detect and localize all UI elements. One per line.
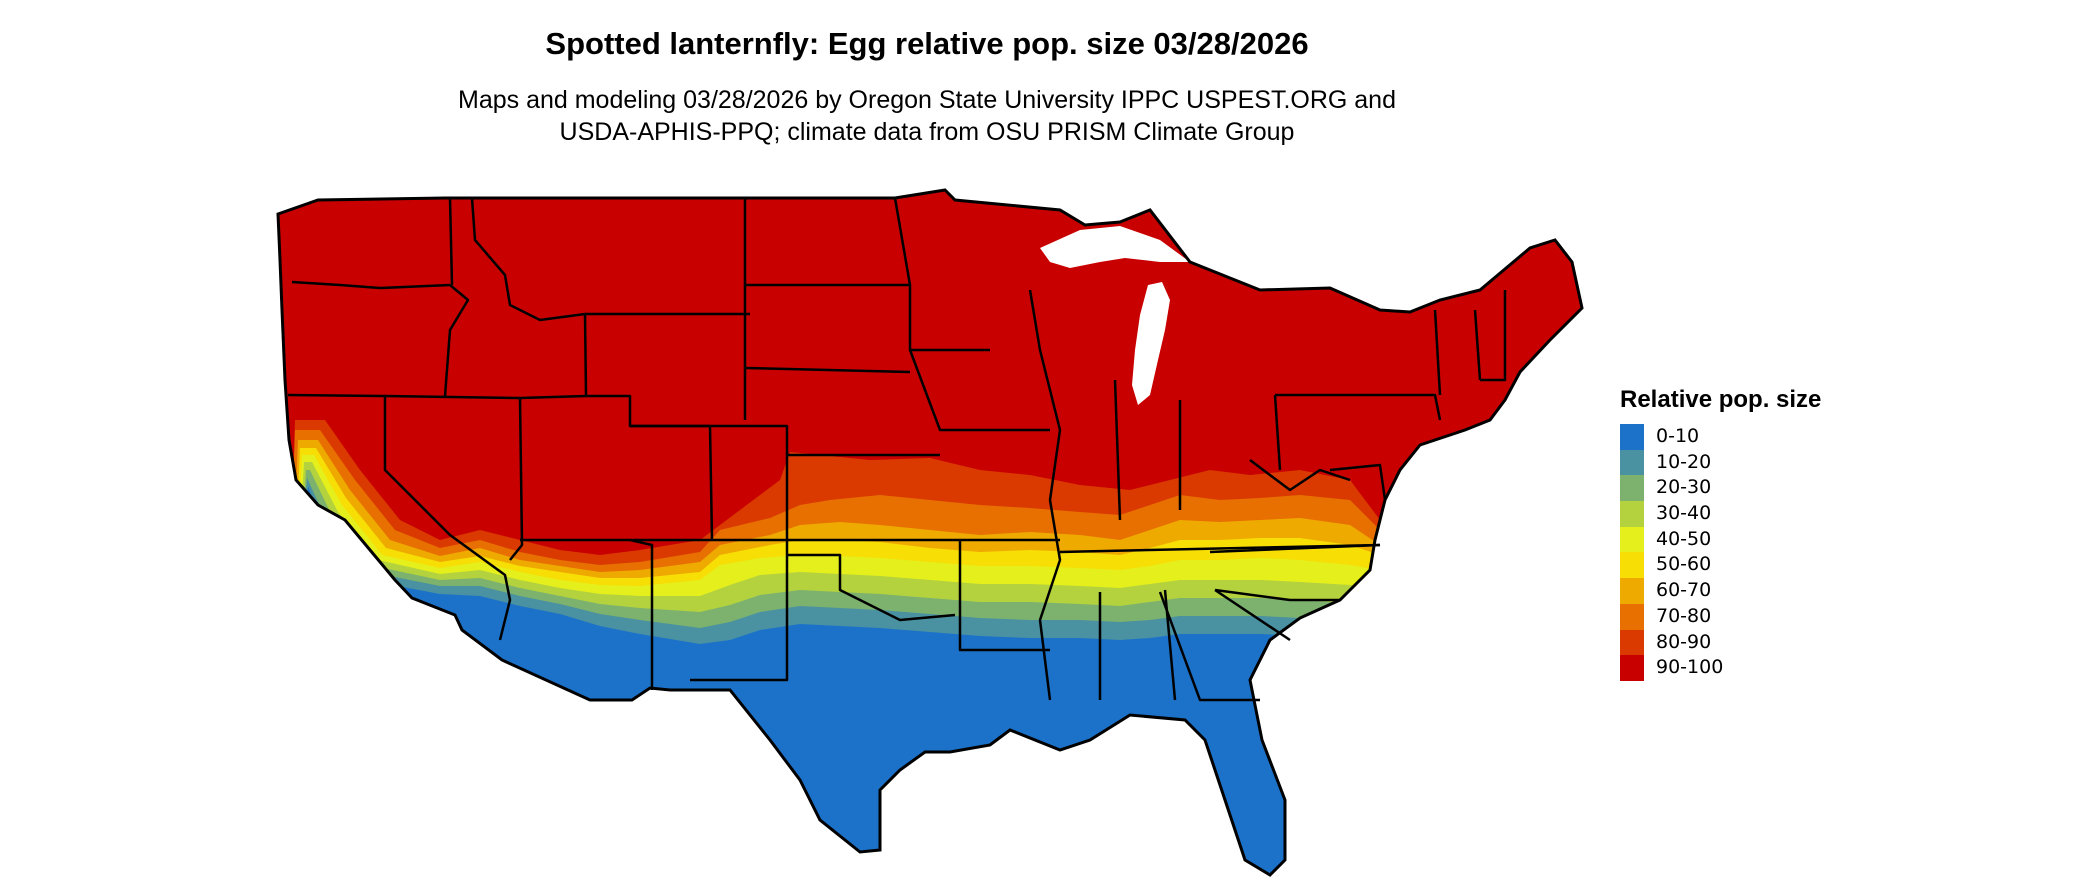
us-population-map bbox=[276, 188, 1584, 877]
border-ga-sc bbox=[1214, 588, 1291, 642]
border-al-ga bbox=[1158, 591, 1260, 702]
legend-swatch bbox=[1620, 552, 1644, 579]
legend-swatch bbox=[1620, 578, 1644, 604]
legend-label: 80-90 bbox=[1656, 630, 1712, 653]
legend-title: Relative pop. size bbox=[1620, 386, 1822, 413]
border-ok-tx bbox=[787, 553, 956, 622]
legend-swatch bbox=[1620, 629, 1644, 656]
border-va-nc bbox=[1209, 543, 1381, 554]
us-outline bbox=[276, 188, 1584, 877]
legend-label: 90-100 bbox=[1656, 656, 1724, 679]
legend-swatch bbox=[1620, 475, 1644, 502]
legend-item: 50-60 bbox=[1620, 552, 1920, 579]
border-mn-wi bbox=[893, 197, 990, 352]
border-wa-or bbox=[291, 280, 451, 290]
border-ca-nv bbox=[383, 396, 512, 641]
border-wy-co bbox=[630, 424, 789, 540]
border-il-in bbox=[1113, 379, 1122, 521]
legend-label: 40-50 bbox=[1656, 527, 1712, 550]
border-ms-river bbox=[1028, 289, 1062, 701]
border-az-nm bbox=[629, 538, 654, 690]
legend-item: 60-70 bbox=[1620, 578, 1920, 604]
border-nv-ut-az bbox=[509, 397, 524, 561]
border-or-id bbox=[443, 284, 470, 397]
legend-label: 50-60 bbox=[1656, 553, 1712, 576]
map-subtitle: Maps and modeling 03/28/2026 by Oregon S… bbox=[0, 84, 1854, 148]
state-borders bbox=[287, 197, 1507, 702]
legend-item: 90-100 bbox=[1620, 655, 1920, 681]
legend-item: 30-40 bbox=[1620, 501, 1920, 527]
border-ar-la bbox=[958, 540, 1050, 652]
border-wa-id bbox=[448, 197, 454, 286]
legend-swatch bbox=[1620, 449, 1644, 476]
border-pa-ny bbox=[1275, 393, 1442, 421]
border-sd-ne bbox=[744, 366, 911, 374]
legend-swatch bbox=[1620, 655, 1644, 681]
legend-swatch bbox=[1620, 501, 1644, 527]
border-md-de bbox=[1329, 463, 1387, 501]
subtitle-line-2: USDA-APHIS-PPQ; climate data from OSU PR… bbox=[559, 118, 1295, 146]
map-title: Spotted lanternfly: Egg relative pop. si… bbox=[545, 26, 1309, 61]
legend-label: 60-70 bbox=[1656, 579, 1712, 602]
border-id-mt bbox=[470, 197, 586, 322]
population-fill bbox=[278, 190, 1582, 875]
legend-swatch bbox=[1620, 424, 1644, 450]
great-lake-michigan bbox=[1132, 282, 1170, 405]
legend-label: 0-10 bbox=[1656, 425, 1700, 447]
legend-label: 70-80 bbox=[1656, 604, 1712, 627]
legend-item: 0-10 bbox=[1620, 424, 1920, 450]
legend-item: 10-20 bbox=[1620, 449, 1920, 476]
legend-item: 80-90 bbox=[1620, 629, 1920, 656]
legend-item: 70-80 bbox=[1620, 603, 1920, 630]
legend-item: 40-50 bbox=[1620, 526, 1920, 553]
border-new-england bbox=[1433, 290, 1507, 396]
legend-swatch bbox=[1620, 526, 1644, 553]
subtitle-line-1: Maps and modeling 03/28/2026 by Oregon S… bbox=[458, 86, 1396, 114]
border-nc-sc bbox=[1214, 588, 1340, 602]
legend-label: 20-30 bbox=[1656, 476, 1712, 499]
border-wv-va bbox=[1249, 459, 1351, 492]
legend-items: 0-10 10-20 20-30 30-40 40-50 50-60 60-70 bbox=[1620, 424, 1920, 681]
legend: Relative pop. size 0-10 10-20 20-30 30-4… bbox=[1620, 386, 1920, 681]
legend-swatch bbox=[1620, 603, 1644, 630]
legend-label: 10-20 bbox=[1656, 450, 1712, 473]
border-ia-mo bbox=[908, 349, 1050, 432]
border-oh-pa bbox=[1273, 394, 1282, 471]
great-lake-superior bbox=[1040, 226, 1190, 268]
border-co-nm bbox=[690, 538, 789, 682]
legend-label: 30-40 bbox=[1656, 502, 1712, 525]
legend-item: 20-30 bbox=[1620, 475, 1920, 502]
